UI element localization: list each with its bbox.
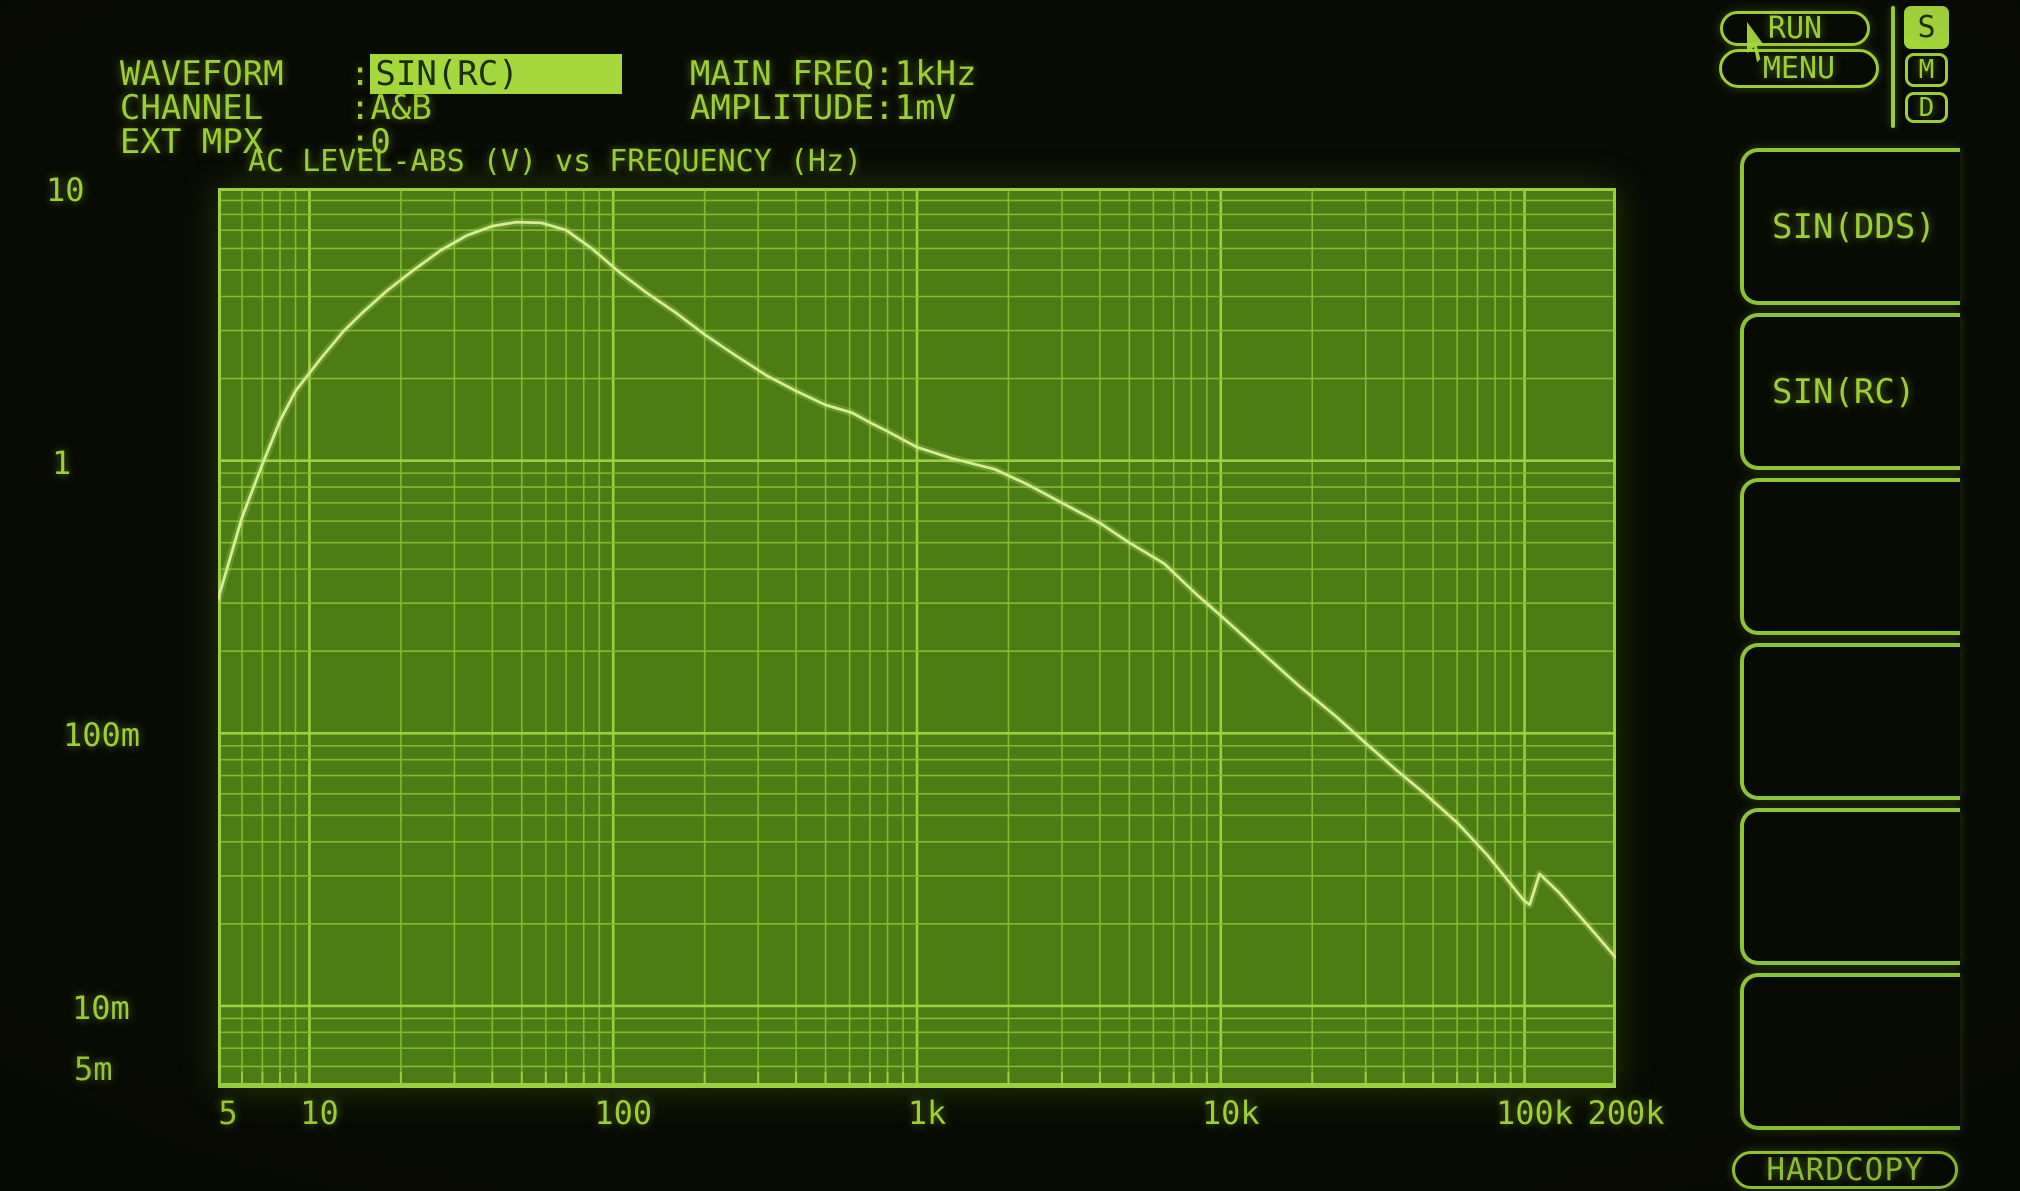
frequency-response-chart: [218, 188, 1616, 1088]
menu-item-sin-rc-[interactable]: SIN(RC): [1740, 313, 1960, 470]
x-tick-label: 200k: [1587, 1094, 1665, 1132]
menu-button-label: MENU: [1762, 51, 1836, 86]
x-tick-label: 1k: [907, 1094, 947, 1132]
hardcopy-button-label: HARDCOPY: [1766, 1152, 1924, 1188]
menu-item-label: SIN(RC): [1772, 371, 1916, 412]
run-button-label: RUN: [1767, 11, 1823, 46]
amplitude-label: AMPLITUDE: [689, 88, 875, 128]
mode-indicator-d[interactable]: D: [1905, 92, 1948, 123]
menu-item-sin-dds-[interactable]: SIN(DDS): [1740, 148, 1960, 305]
mode-s-label: S: [1917, 10, 1936, 45]
side-menu: SIN(DDS) SIN(RC): [1740, 148, 1960, 1130]
indicator-separator: [1891, 6, 1895, 128]
x-tick-label: 100: [594, 1094, 653, 1132]
y-tick-label: 5m: [74, 1050, 113, 1088]
mode-indicator-s[interactable]: S: [1904, 6, 1949, 49]
plot-area: [218, 188, 1616, 1088]
run-button[interactable]: RUN: [1720, 11, 1870, 46]
menu-item-label: SIN(DDS): [1772, 206, 1936, 247]
menu-item-empty-6[interactable]: [1740, 973, 1960, 1130]
x-tick-label: 10: [300, 1094, 339, 1132]
y-tick-label: 1: [52, 443, 72, 482]
x-tick-label: 5: [218, 1094, 238, 1132]
x-tick-label: 100k: [1496, 1094, 1574, 1132]
menu-button[interactable]: MENU: [1719, 49, 1879, 88]
y-tick-label: 10m: [72, 988, 130, 1027]
amplitude-separator: :: [874, 88, 895, 128]
mode-d-label: D: [1918, 92, 1935, 123]
menu-item-empty-3[interactable]: [1740, 478, 1960, 635]
x-tick-label: 10k: [1201, 1094, 1260, 1132]
y-tick-label: 10: [46, 171, 85, 209]
menu-item-empty-5[interactable]: [1740, 808, 1960, 965]
chart-title: AC LEVEL-ABS (V) vs FREQUENCY (Hz): [248, 144, 863, 179]
y-tick-label: 100m: [63, 716, 141, 755]
status-row-ext-mpx: EXT MPX:0: [38, 82, 391, 202]
mode-indicator-m[interactable]: M: [1905, 53, 1948, 87]
menu-item-empty-4[interactable]: [1740, 643, 1960, 800]
hardcopy-button[interactable]: HARDCOPY: [1732, 1151, 1958, 1189]
amplitude-value[interactable]: 1mV: [894, 88, 957, 128]
mode-m-label: M: [1918, 55, 1935, 85]
